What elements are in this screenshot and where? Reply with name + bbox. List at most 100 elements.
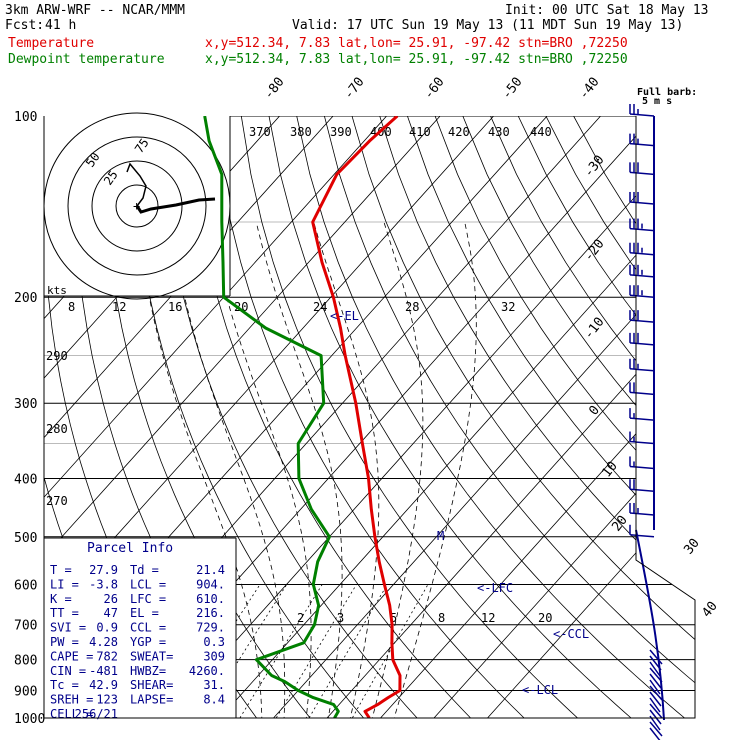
barb-shaft [629,342,655,346]
parcel-info-cell: K = [50,592,72,606]
dewpoint-location: x,y=512.34, 7.83 lat,lon= 25.91, -97.42 … [205,52,628,67]
isotherm-line [315,116,695,718]
theta-e-label: 390 [330,125,352,139]
level-annotation: M [437,529,444,543]
parcel-info-cell: EL = [130,606,159,620]
isotherm-line [44,116,453,718]
wind-barb [629,431,655,445]
isotherm-label: -40 [576,75,602,103]
low-level-barb [649,661,661,677]
level-annotation: <-LFC [477,581,513,595]
dry-adiabat-label: 290 [46,349,68,363]
wind-barb [629,242,655,256]
mixing-ratio-label: 20 [538,611,552,625]
low-level-barb [649,721,663,737]
parcel-info-cell: 21.4 [196,563,225,577]
parcel-info-cell: 904. [196,577,225,591]
moist-adiabat [208,221,312,718]
mixing-ratio-label: 2 [297,611,304,625]
parcel-info-cell: Td = [130,563,159,577]
pressure-tick-label: 200 [14,291,37,306]
barb-shaft [629,319,655,323]
parcel-info-cell: PW = [50,635,79,649]
parcel-info-cell: CIN = [50,664,86,678]
isotherm-label: -20 [581,237,607,265]
upper-mixing-ratio-label: 32 [501,300,515,314]
upper-mixing-ratio-label: 24 [313,300,327,314]
wind-barb [629,191,655,205]
dewpoint-trace [203,116,340,718]
barb-profile-curve [635,529,665,721]
pressure-tick-label: 400 [14,472,37,487]
level-annotation: <-LCL [522,683,558,697]
moist-adiabat [255,221,343,718]
barb-shaft [629,113,655,117]
upper-mixing-ratio-label: 28 [405,300,419,314]
wind-barb [629,479,655,492]
init-time: Init: 00 UTC Sat 18 May 13 [505,3,709,18]
forecast-hour: 41 h [45,18,76,33]
upper-mixing-ratio-label: 16 [168,300,182,314]
theta-e-label: 420 [448,125,470,139]
low-level-barb [649,709,662,725]
barb-shaft [629,465,655,470]
parcel-info-cell: LFC = [130,592,166,606]
isotherm-label: -70 [341,75,367,103]
barb-legend-units: 5 m s [642,96,672,107]
dry-adiabat [324,116,695,718]
isotherm-line [44,116,399,718]
parcel-info-cell: 0.3 [203,635,225,649]
parcel-info-cell: HWBZ= [130,664,166,678]
parcel-info-cell: 256/21 [75,707,118,721]
dry-adiabat [130,116,376,718]
pressure-tick-label: 900 [14,684,37,699]
parcel-info-cell: 309 [203,649,225,663]
theta-e-label: 410 [409,125,431,139]
theta-e-label: 430 [488,125,510,139]
barb-shaft [629,201,655,205]
barb-shaft [629,368,655,372]
hodograph-trace-lower [126,162,147,207]
isotherm-label: -50 [499,75,525,103]
pressure-tick-label: 700 [14,619,37,634]
hodograph-ring-label: 75 [132,136,152,156]
level-annotation: <-EL [330,309,359,323]
parcel-info-cell: CAPE = [50,649,93,663]
wind-barb [629,264,655,278]
barb-shaft [629,171,655,176]
dry-adiabat [44,116,50,718]
theta-e-label: 440 [530,125,552,139]
mixing-ratio-label: 8 [438,611,445,625]
dry-adiabat [351,116,695,718]
parcel-info-cell: SHEAR= [130,678,173,692]
pressure-tick-label: 600 [14,578,37,593]
parcel-info-cell: 216. [196,606,225,620]
level-annotation: <-CCL [553,627,589,641]
barb-legend-title: Full barb: [637,87,697,98]
isotherm-label: 30 [681,536,702,558]
parcel-info-title: Parcel Info [87,541,173,556]
upper-mixing-ratio-label: 12 [112,300,126,314]
moist-adiabat [390,221,477,718]
hodograph-ring-label: 25 [101,168,121,188]
isotherm-label: -80 [261,75,287,103]
mixing-ratio-line [268,584,357,718]
parcel-info-cell: 4.28 [89,635,118,649]
dry-adiabat [296,116,695,718]
moist-adiabat [368,221,424,718]
parcel-info-box: Parcel Info T = 27.9 Td = 21.4 LI = -3.8 LCL = 9… [44,537,237,721]
wind-barb [629,133,655,147]
parcel-info-cell: Tc = [50,678,79,692]
wind-barb [629,104,655,117]
wind-barb [629,524,655,538]
hodograph-origin: + [133,199,140,213]
dry-adiabat [185,116,484,718]
wind-barb [629,502,655,516]
hodograph-ring [115,184,159,228]
barb-shaft [629,391,655,396]
forecast-label: Fcst: [5,18,44,33]
wind-barb [629,218,655,232]
